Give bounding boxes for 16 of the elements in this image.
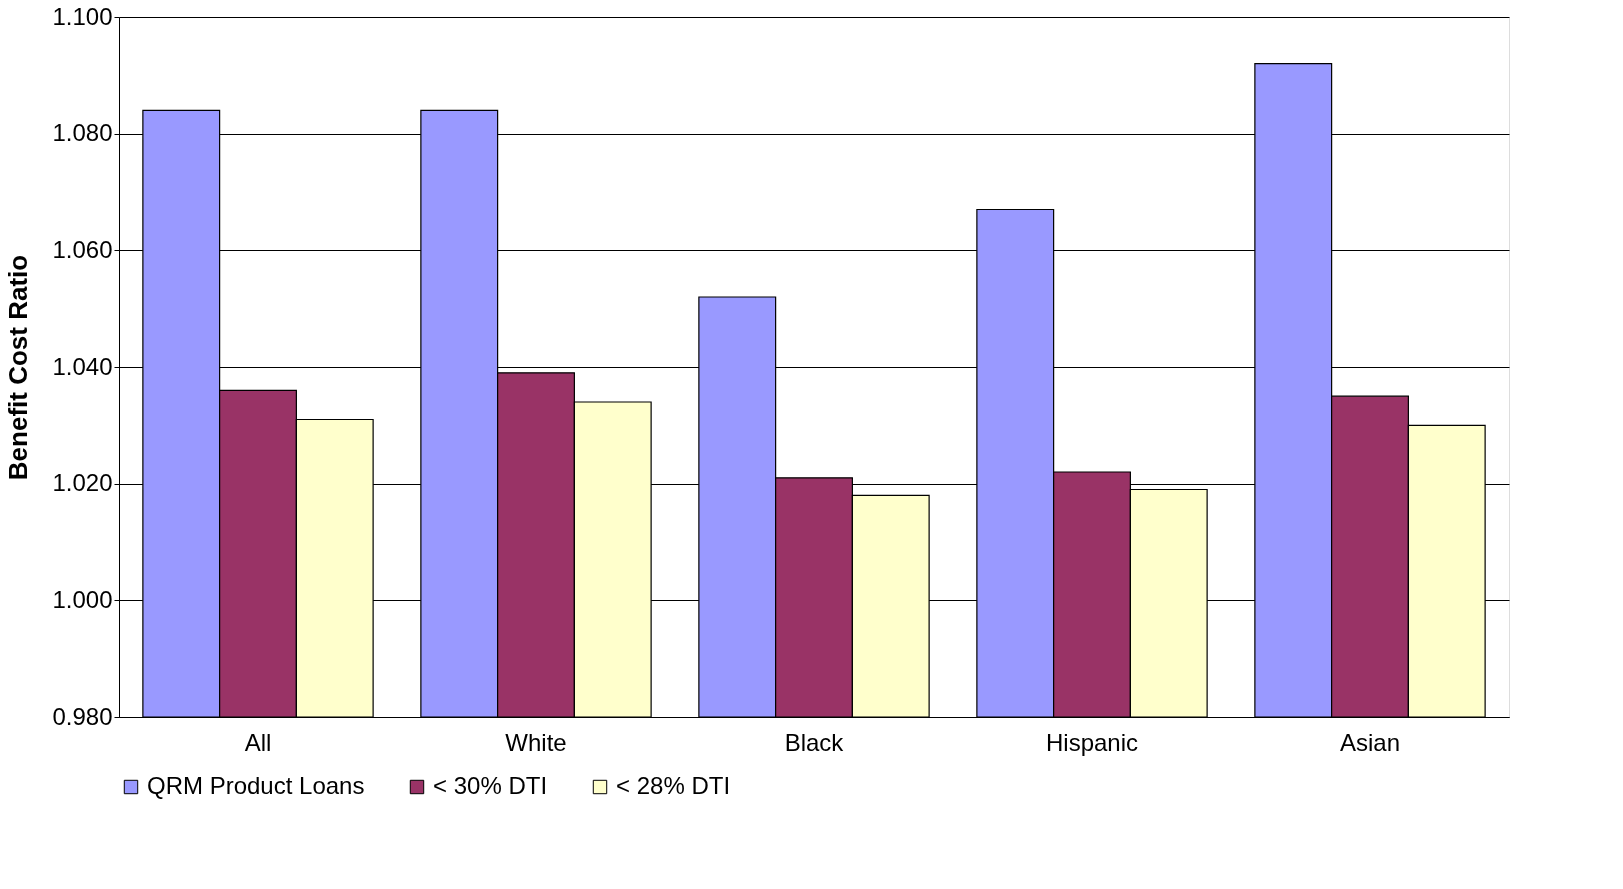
x-tick-label: All [244,728,272,756]
y-tick-label: 1.020 [52,469,113,497]
x-tick-label: Black [784,728,845,756]
x-tick-label: White [505,728,567,756]
y-tick-label: 1.040 [52,352,113,380]
y-tick-label: 1.060 [52,235,113,263]
x-tick-label: Asian [1339,728,1401,756]
legend-label: < 30% DTI [433,772,548,799]
legend-label: QRM Product Loans [147,772,365,799]
x-tick-label: Hispanic [1045,728,1139,756]
legend-label: < 28% DTI [616,772,731,799]
y-tick-label: 1.100 [52,2,113,30]
y-tick-label: 0.980 [52,702,113,730]
y-tick-label: 1.000 [52,585,113,613]
y-tick-label: 1.080 [52,119,113,147]
y-axis-title: Benefit Cost Ratio [3,254,34,481]
